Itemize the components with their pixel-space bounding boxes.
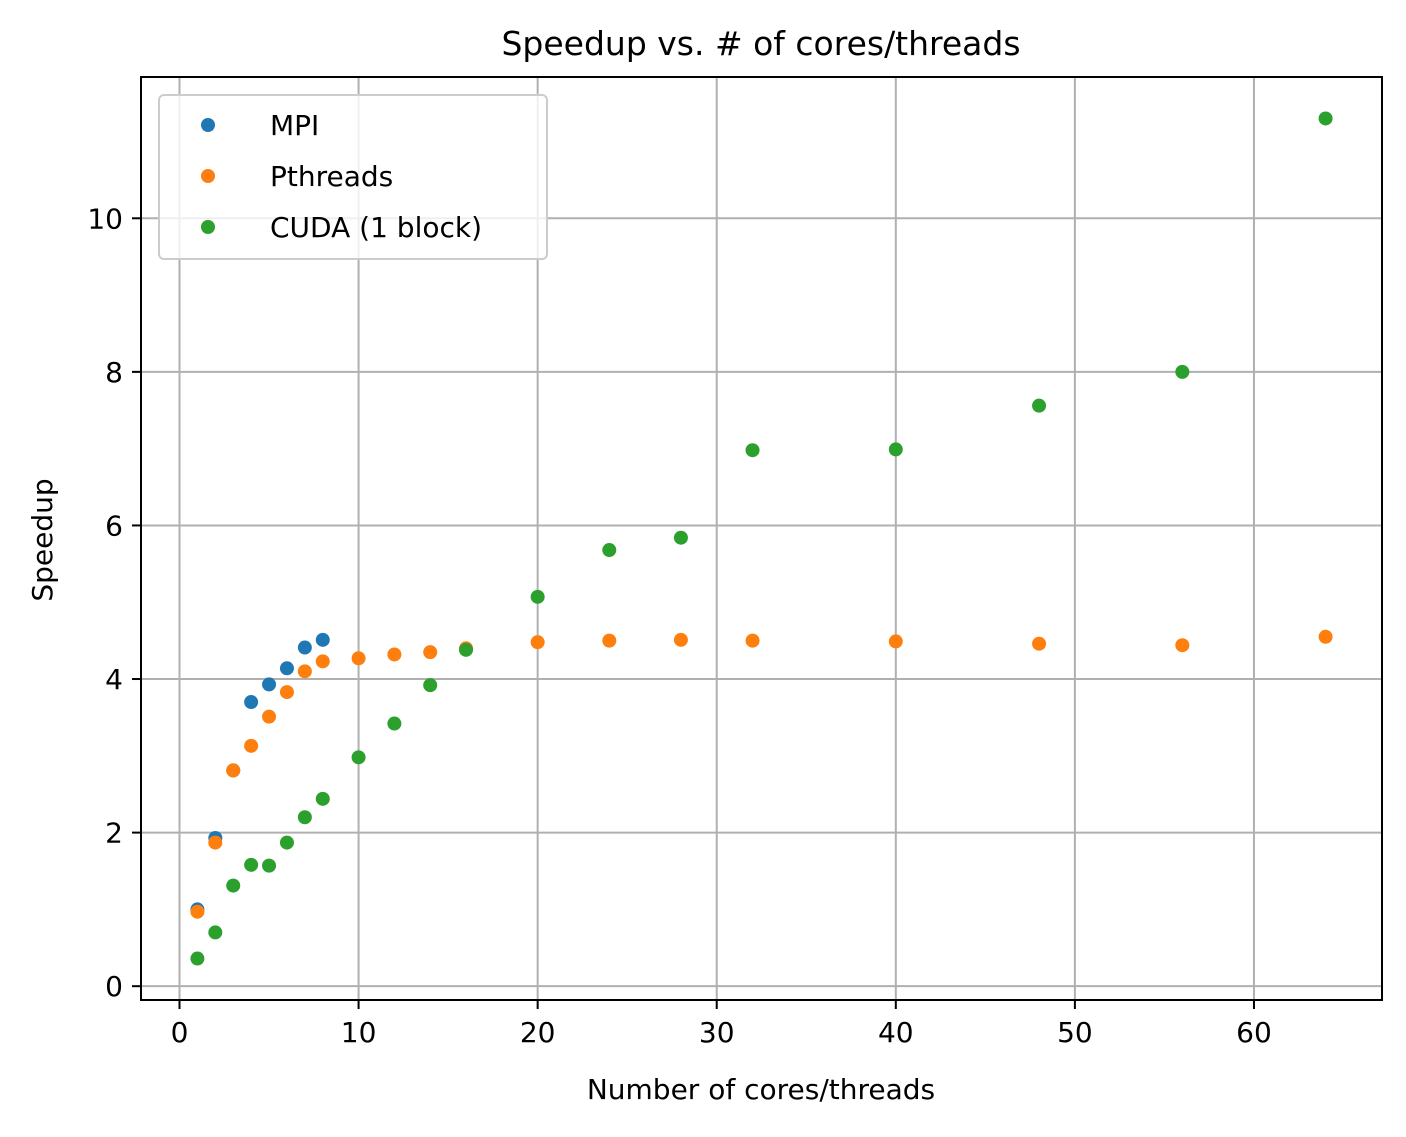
data-point-pthreads <box>423 645 438 660</box>
data-point-pthreads <box>745 633 760 648</box>
legend-marker-cuda-1-block <box>201 220 215 234</box>
x-tick-label: 20 <box>520 1016 556 1049</box>
data-point-cuda-1-block <box>226 878 241 893</box>
legend: MPI Pthreads CUDA (1 block) <box>158 94 548 260</box>
data-point-cuda-1-block <box>459 642 474 657</box>
legend-marker-mpi <box>201 118 215 132</box>
data-point-cuda-1-block <box>208 925 223 940</box>
data-point-cuda-1-block <box>673 530 688 545</box>
legend-marker-pthreads <box>201 169 215 183</box>
data-point-cuda-1-block <box>387 716 402 731</box>
data-point-cuda-1-block <box>262 858 277 873</box>
data-point-cuda-1-block <box>297 810 312 825</box>
legend-box <box>158 94 548 260</box>
data-point-mpi <box>315 632 330 647</box>
y-tick-label: 4 <box>105 663 123 696</box>
data-point-pthreads <box>297 664 312 679</box>
data-point-cuda-1-block <box>351 750 366 765</box>
data-point-pthreads <box>226 763 241 778</box>
data-point-mpi <box>262 677 277 692</box>
data-points <box>190 111 1333 966</box>
data-point-pthreads <box>888 634 903 649</box>
data-point-mpi <box>244 695 259 710</box>
data-point-pthreads <box>351 651 366 666</box>
legend-label-pthreads: Pthreads <box>270 160 393 193</box>
data-point-cuda-1-block <box>1318 111 1333 126</box>
data-point-pthreads <box>1032 636 1047 651</box>
x-tick-label: 0 <box>171 1016 189 1049</box>
x-tick-label: 30 <box>699 1016 735 1049</box>
data-point-pthreads <box>530 635 545 650</box>
y-tick-label: 6 <box>105 509 123 542</box>
axis-ticks: 0 10 20 30 40 50 60 0 2 4 6 8 10 <box>87 202 1271 1049</box>
legend-label-cuda-1-block: CUDA (1 block) <box>270 211 482 244</box>
x-tick-label: 40 <box>878 1016 914 1049</box>
x-tick-label: 10 <box>341 1016 377 1049</box>
data-point-pthreads <box>1318 629 1333 644</box>
data-point-pthreads <box>1175 638 1190 653</box>
data-point-cuda-1-block <box>190 951 205 966</box>
y-tick-label: 10 <box>87 202 123 235</box>
plot-frame <box>140 76 1383 1001</box>
data-point-cuda-1-block <box>423 678 438 693</box>
data-point-mpi <box>297 640 312 655</box>
y-axis-label: Speedup <box>26 478 59 601</box>
legend-label-mpi: MPI <box>270 109 319 142</box>
y-tick-label: 8 <box>105 356 123 389</box>
chart-title: Speedup vs. # of cores/threads <box>501 24 1020 63</box>
data-point-pthreads <box>190 904 205 919</box>
data-point-pthreads <box>315 654 330 669</box>
x-tick-label: 50 <box>1057 1016 1093 1049</box>
data-point-pthreads <box>262 709 277 724</box>
data-point-cuda-1-block <box>1032 398 1047 413</box>
data-point-cuda-1-block <box>1175 364 1190 379</box>
data-point-pthreads <box>387 647 402 662</box>
data-point-cuda-1-block <box>888 442 903 457</box>
data-point-pthreads <box>244 738 259 753</box>
data-point-cuda-1-block <box>745 443 760 458</box>
x-axis-label: Number of cores/threads <box>587 1073 935 1106</box>
data-point-cuda-1-block <box>244 857 259 872</box>
data-point-cuda-1-block <box>530 589 545 604</box>
data-point-mpi <box>279 661 294 676</box>
y-tick-label: 0 <box>105 970 123 1003</box>
y-tick-label: 2 <box>105 817 123 850</box>
data-point-pthreads <box>208 835 223 850</box>
data-point-pthreads <box>602 633 617 648</box>
data-point-cuda-1-block <box>279 835 294 850</box>
data-point-cuda-1-block <box>315 791 330 806</box>
x-tick-label: 60 <box>1236 1016 1272 1049</box>
data-point-cuda-1-block <box>602 543 617 558</box>
data-point-pthreads <box>673 632 688 647</box>
data-point-pthreads <box>279 685 294 700</box>
